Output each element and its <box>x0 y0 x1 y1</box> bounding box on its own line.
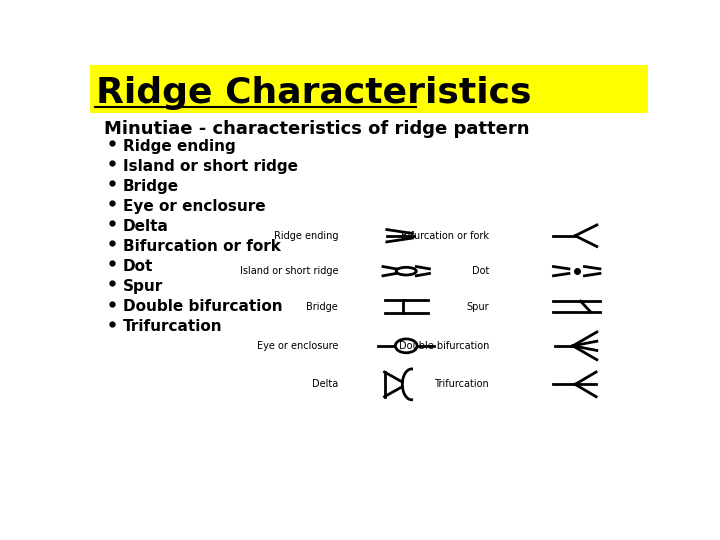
Text: Island or short ridge: Island or short ridge <box>240 266 338 276</box>
Bar <box>90 65 648 112</box>
Text: Island or short ridge: Island or short ridge <box>122 159 297 174</box>
Text: Trifurcation: Trifurcation <box>122 319 222 334</box>
Text: Ridge ending: Ridge ending <box>122 139 235 154</box>
Text: Ridge ending: Ridge ending <box>274 231 338 241</box>
Text: Minutiae - characteristics of ridge pattern: Minutiae - characteristics of ridge patt… <box>104 120 529 138</box>
Text: Bridge: Bridge <box>122 179 179 194</box>
Text: Bifurcation or fork: Bifurcation or fork <box>122 239 280 254</box>
Text: Bifurcation or fork: Bifurcation or fork <box>401 231 489 241</box>
Text: Trifurcation: Trifurcation <box>434 379 489 389</box>
Text: Delta: Delta <box>312 379 338 389</box>
Text: Ridge Characteristics: Ridge Characteristics <box>96 76 531 110</box>
Text: Bridge: Bridge <box>306 301 338 312</box>
Text: Double bifurcation: Double bifurcation <box>399 341 489 351</box>
Text: Spur: Spur <box>467 301 489 312</box>
Ellipse shape <box>395 339 417 353</box>
Text: Eye or enclosure: Eye or enclosure <box>256 341 338 351</box>
Text: Delta: Delta <box>122 219 168 234</box>
Text: Spur: Spur <box>122 279 163 294</box>
Text: Dot: Dot <box>122 259 153 274</box>
Text: Double bifurcation: Double bifurcation <box>122 299 282 314</box>
Text: Eye or enclosure: Eye or enclosure <box>122 199 265 214</box>
Ellipse shape <box>396 267 416 275</box>
Text: Dot: Dot <box>472 266 489 276</box>
